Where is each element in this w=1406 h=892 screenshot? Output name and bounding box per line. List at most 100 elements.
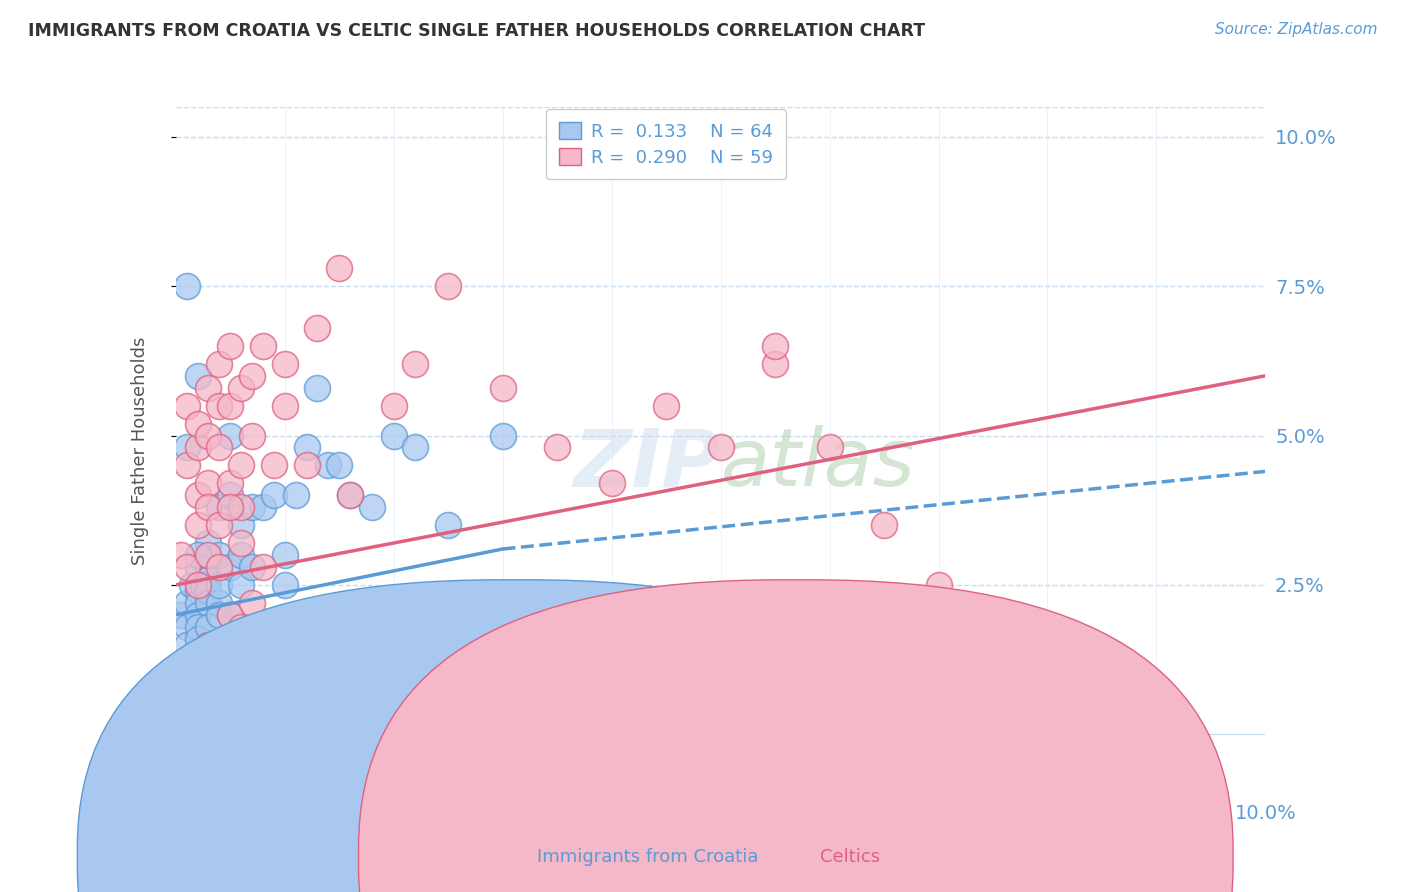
Point — [176, 399, 198, 413]
Point — [208, 518, 231, 533]
Legend: R =  0.133    N = 64, R =  0.290    N = 59: R = 0.133 N = 64, R = 0.290 N = 59 — [546, 109, 786, 179]
Point — [240, 757, 263, 772]
Point — [252, 500, 274, 515]
Point — [197, 572, 219, 586]
Point — [176, 620, 198, 634]
Point — [219, 500, 242, 515]
Point — [231, 578, 253, 592]
Text: Immigrants from Croatia: Immigrants from Croatia — [537, 848, 759, 866]
Point — [176, 441, 198, 455]
Point — [219, 607, 242, 622]
FancyBboxPatch shape — [359, 580, 1233, 892]
Point — [186, 368, 209, 383]
Point — [208, 560, 231, 574]
Point — [176, 560, 198, 574]
Point — [763, 357, 786, 371]
Point — [382, 428, 405, 442]
Point — [274, 578, 297, 592]
Point — [763, 339, 786, 353]
Y-axis label: Single Father Households: Single Father Households — [131, 336, 149, 565]
Point — [208, 548, 231, 562]
Point — [284, 488, 307, 502]
Point — [219, 560, 242, 574]
Point — [710, 441, 733, 455]
Text: IMMIGRANTS FROM CROATIA VS CELTIC SINGLE FATHER HOUSEHOLDS CORRELATION CHART: IMMIGRANTS FROM CROATIA VS CELTIC SINGLE… — [28, 22, 925, 40]
Point — [170, 607, 193, 622]
Point — [197, 476, 219, 491]
Point — [339, 488, 361, 502]
Point — [274, 357, 297, 371]
Point — [437, 279, 460, 293]
Point — [231, 536, 253, 550]
Point — [208, 441, 231, 455]
Point — [295, 458, 318, 473]
Point — [186, 488, 209, 502]
Point — [231, 548, 253, 562]
FancyBboxPatch shape — [77, 580, 952, 892]
Point — [191, 578, 214, 592]
Point — [197, 381, 219, 395]
Point — [186, 632, 209, 646]
Point — [176, 596, 198, 610]
Point — [339, 488, 361, 502]
Point — [492, 428, 515, 442]
Point — [231, 620, 253, 634]
Point — [274, 757, 297, 772]
Point — [208, 399, 231, 413]
Point — [928, 578, 950, 592]
Point — [197, 596, 219, 610]
Point — [274, 548, 297, 562]
Point — [231, 500, 253, 515]
Point — [208, 578, 231, 592]
Point — [240, 500, 263, 515]
Point — [208, 357, 231, 371]
Point — [208, 596, 231, 610]
Point — [328, 261, 350, 276]
Point — [240, 757, 263, 772]
Point — [197, 548, 219, 562]
Point — [197, 620, 219, 634]
Point — [181, 578, 204, 592]
Point — [186, 578, 209, 592]
Point — [197, 428, 219, 442]
Point — [252, 339, 274, 353]
Point — [208, 739, 231, 753]
Point — [231, 381, 253, 395]
Point — [252, 656, 274, 670]
Text: atlas: atlas — [721, 425, 915, 503]
Point — [328, 458, 350, 473]
Point — [873, 518, 896, 533]
Point — [252, 560, 274, 574]
Point — [252, 745, 274, 759]
Point — [231, 745, 253, 759]
Point — [208, 500, 231, 515]
Point — [405, 441, 427, 455]
Point — [240, 560, 263, 574]
Point — [219, 428, 242, 442]
Point — [492, 381, 515, 395]
Point — [437, 518, 460, 533]
Point — [186, 441, 209, 455]
Point — [186, 775, 209, 789]
Point — [263, 458, 285, 473]
Point — [197, 757, 219, 772]
Point — [197, 536, 219, 550]
Point — [186, 607, 209, 622]
Point — [186, 548, 209, 562]
Point — [219, 488, 242, 502]
Point — [231, 518, 253, 533]
Point — [219, 399, 242, 413]
Point — [263, 488, 285, 502]
Point — [818, 441, 841, 455]
Point — [186, 518, 209, 533]
Text: Celtics: Celtics — [820, 848, 880, 866]
Point — [219, 757, 242, 772]
Point — [263, 745, 285, 759]
Point — [219, 476, 242, 491]
Point — [208, 667, 231, 681]
Point — [197, 775, 219, 789]
Point — [231, 458, 253, 473]
Point — [208, 607, 231, 622]
Point — [219, 607, 242, 622]
Point — [170, 548, 193, 562]
